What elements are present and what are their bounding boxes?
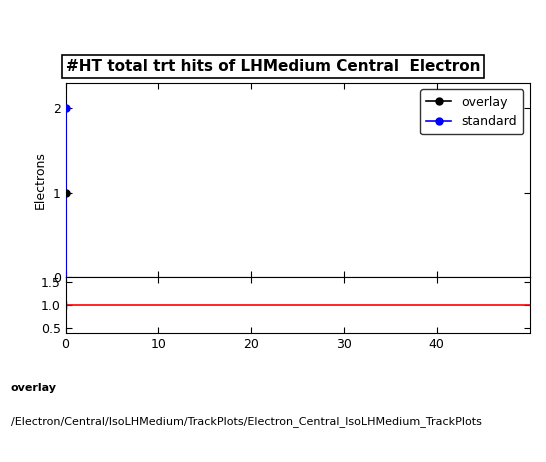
Legend: overlay, standard: overlay, standard bbox=[420, 90, 524, 134]
Text: overlay: overlay bbox=[11, 383, 57, 394]
Text: #HT total trt hits of LHMedium Central  Electron: #HT total trt hits of LHMedium Central E… bbox=[66, 59, 480, 74]
Y-axis label: Electrons: Electrons bbox=[34, 151, 47, 209]
Text: /Electron/Central/IsoLHMedium/TrackPlots/Electron_Central_IsoLHMedium_TrackPlots: /Electron/Central/IsoLHMedium/TrackPlots… bbox=[11, 416, 482, 427]
